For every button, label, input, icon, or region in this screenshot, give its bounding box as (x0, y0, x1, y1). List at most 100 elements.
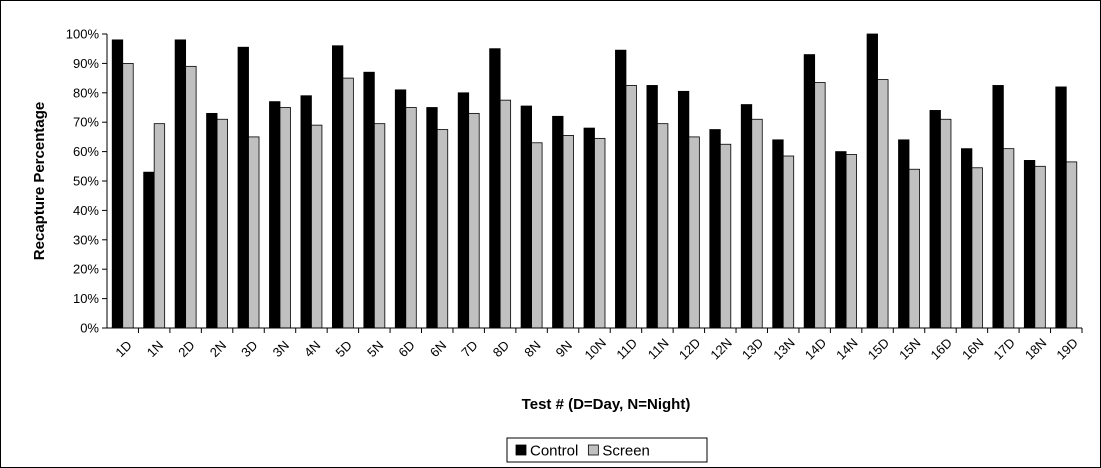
bar-control-13n (772, 139, 784, 329)
x-tick-label: 1D (112, 338, 134, 360)
bar-screen-14n (845, 154, 858, 329)
bar-screen-1n (153, 123, 166, 329)
x-tick-label: 14N (833, 335, 860, 362)
bar-control-3d (237, 46, 249, 329)
bar-screen-17d (1002, 148, 1015, 329)
y-tick-label: 90% (73, 56, 99, 71)
bar-screen-11d (625, 85, 637, 329)
plot-area: 0% 10% 20% 30% 40% 50% 60% 70% 80% 90% 100% 1D 1N 2D 2… (66, 27, 1083, 363)
y-tick-label: 80% (73, 85, 99, 100)
bar-control-4n (300, 95, 312, 329)
x-tick-label: 1N (144, 338, 166, 360)
bar-screen-15n (908, 168, 920, 329)
y-axis-title: Recapture Percentage (31, 102, 48, 260)
legend-label-control: Control (530, 443, 578, 460)
bar-screen-14d (814, 82, 826, 329)
x-tick-label: 14D (802, 335, 829, 362)
x-tick-label: 13N (770, 335, 797, 362)
legend-label-screen: Screen (602, 443, 650, 460)
bar-screen-13n (782, 155, 795, 329)
x-tick-label: 2D (175, 338, 197, 360)
bar-screen-18n (1034, 165, 1046, 329)
bar-screen-5d (342, 77, 354, 329)
x-tick-label: 5D (333, 338, 355, 360)
x-tick-label: 15N (896, 335, 923, 362)
legend: Control Screen (506, 437, 708, 463)
bar-control-14d (803, 54, 816, 329)
y-tick-label: 50% (73, 174, 99, 189)
y-tick-label: 60% (73, 144, 99, 159)
legend-box (506, 437, 708, 463)
bar-control-19d (1055, 86, 1067, 329)
x-tick-label: 5N (364, 338, 386, 360)
bar-screen-12d (688, 136, 700, 329)
bar-control-14n (835, 151, 847, 329)
bar-control-13d (740, 104, 753, 329)
bar-control-12n (709, 129, 721, 329)
bar-screen-16d (940, 118, 952, 329)
bar-control-6n (426, 107, 438, 329)
bar-screen-11n (657, 123, 669, 329)
bar-control-1d (111, 39, 124, 329)
x-tick-label: 3N (270, 338, 292, 360)
bar-control-17d (992, 85, 1004, 329)
x-tick-label: 4N (301, 338, 323, 360)
bar-screen-13d (751, 118, 763, 329)
bar-control-9n (552, 115, 564, 329)
bar-screen-1d (122, 63, 134, 329)
bar-control-3n (269, 101, 281, 329)
legend-swatch-control (515, 444, 527, 456)
x-tick-label: 16N (959, 335, 986, 362)
bar-control-18n (1023, 160, 1036, 329)
bar-screen-3d (248, 136, 260, 329)
bar-control-15n (898, 139, 910, 329)
y-tick-label: 30% (73, 232, 99, 247)
bar-control-5d (331, 45, 344, 329)
bar-control-10n (583, 127, 595, 329)
bar-control-11n (646, 85, 658, 329)
y-tick-label: 20% (73, 262, 99, 277)
x-axis-title: Test # (D=Day, N=Night) (522, 396, 691, 413)
bar-screen-2d (185, 65, 197, 329)
x-tick-label: 13D (739, 335, 766, 362)
bar-screen-6n (436, 129, 449, 329)
bar-screen-5n (373, 123, 386, 329)
bar-control-16n (961, 148, 973, 329)
bar-screen-16n (971, 167, 983, 329)
x-tick-label: 10N (582, 335, 609, 362)
y-tick-label: 100% (66, 27, 100, 42)
y-tick-label: 70% (73, 115, 99, 130)
y-tick-label: 40% (73, 203, 99, 218)
bar-control-1n (143, 171, 155, 329)
bar-control-8d (489, 48, 501, 329)
bar-control-2n (206, 112, 218, 329)
bar-control-15d (866, 33, 878, 329)
x-tick-label: 6D (395, 338, 417, 360)
bar-screen-10n (594, 137, 606, 329)
y-tick-label: 0% (80, 321, 99, 336)
bar-screen-12n (719, 143, 732, 329)
x-tick-label: 9N (553, 338, 575, 360)
x-tick-label: 6N (427, 338, 449, 360)
bar-screen-9n (562, 135, 574, 329)
bar-control-11d (615, 49, 627, 329)
x-tick-label: 19D (1053, 335, 1080, 362)
bar-control-5n (363, 71, 375, 329)
x-tick-label: 12N (707, 335, 734, 362)
bar-control-12d (677, 90, 690, 329)
bar-control-6d (394, 89, 407, 329)
x-tick-label: 8N (521, 338, 543, 360)
legend-swatch-screen (587, 444, 599, 456)
bar-screen-2n (216, 118, 228, 329)
y-tick-label: 10% (73, 291, 99, 306)
bar-control-7d (457, 92, 470, 329)
bar-screen-6d (405, 107, 417, 329)
bar-control-8n (520, 105, 532, 329)
x-tick-label: 3D (238, 338, 260, 360)
x-tick-label: 16D (928, 335, 955, 362)
x-tick-label: 11N (645, 335, 672, 362)
bar-screen-15d (877, 79, 889, 329)
bar-screen-4n (311, 124, 323, 329)
bar-control-2d (174, 39, 187, 329)
